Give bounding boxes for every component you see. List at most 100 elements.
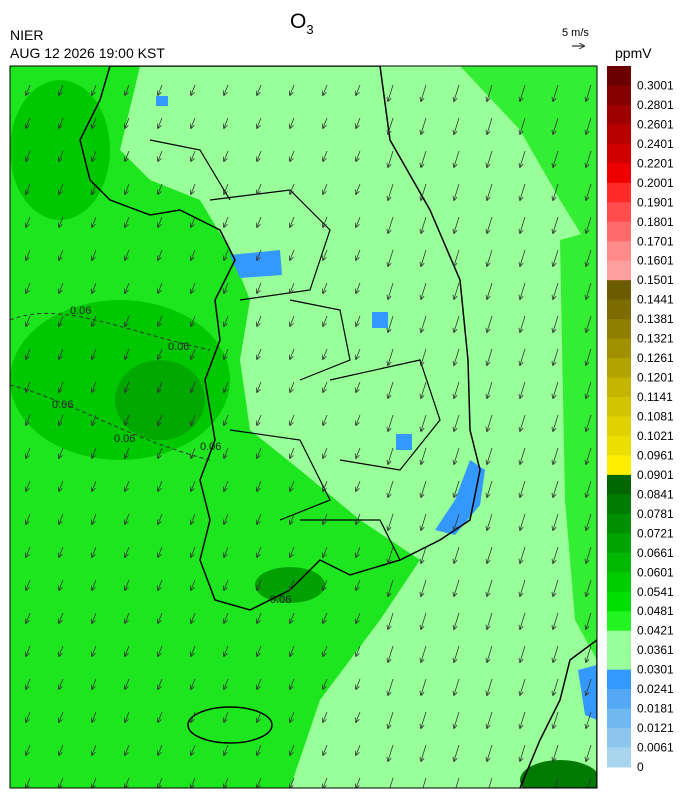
wind-arrow [224,513,229,524]
wind-arrow [323,711,328,722]
wind-arrow [323,744,328,755]
wind-arrow [388,579,394,596]
contour-label: 0.06 [168,341,189,353]
colorbar-label: 0.0121 [637,721,674,735]
wind-arrow [257,216,262,227]
wind-arrow [356,381,361,392]
wind-arrow [257,513,262,524]
wind-arrow [290,348,295,359]
wind-arrow [323,150,328,161]
wind-arrow [520,414,526,431]
wind-arrow [520,381,526,398]
wind-arrow [487,513,493,530]
wind-arrow [421,678,427,695]
colorbar-label: 0.1441 [637,293,674,307]
wind-arrow [553,546,559,563]
colorbar-label: 0.1601 [637,254,674,268]
map-frame [9,65,598,789]
colorbar-label: 0.2401 [637,137,674,151]
wind-arrow [290,678,295,689]
wind-arrow [553,447,559,464]
colorbar-cell [607,474,631,495]
wind-arrow [553,216,559,233]
wind-arrow [454,348,460,365]
wind-arrow [257,315,262,326]
wind-arrow [125,612,130,623]
wind-arrow [586,645,592,662]
datetime: AUG 12 2026 19:00 KST [10,45,165,61]
wind-arrow [59,777,64,788]
wind-arrow [487,579,493,596]
wind-arrow [191,414,196,425]
wind-arrow [158,150,163,161]
colorbar-cell [607,455,631,476]
wind-arrow [586,414,592,431]
wind-arrow [454,645,460,662]
wind-arrow [290,612,295,623]
wind-arrow [224,612,229,623]
wind-arrow [257,183,262,194]
wind-arrow [455,777,460,788]
wind-arrow [257,480,262,491]
wind-arrow [388,348,394,365]
wind-arrow [59,513,64,524]
wind-arrow [125,579,130,590]
coastline [79,66,481,611]
wind-arrow [191,513,196,524]
wind-arrow [388,513,394,530]
wind-arrow [356,447,361,458]
colorbar-cell [607,299,631,320]
wind-arrow [586,612,592,629]
wind-arrow [586,249,592,266]
wind-arrow [257,150,262,161]
wind-arrow [454,612,460,629]
wind-arrow [487,381,493,398]
wind-arrow [487,315,493,332]
colorbar-cell [607,163,631,184]
wind-arrow [586,678,592,695]
wind-arrow [92,579,97,590]
colorbar-cell [607,708,631,729]
wind-arrow [125,711,130,722]
wind-arrow [521,777,526,788]
wind-arrow [158,546,163,557]
wind-arrow [454,711,460,728]
wind-arrow [388,216,394,233]
wind-arrow [257,84,262,95]
wind-arrow [59,447,64,458]
contour-label: 0.06 [70,305,91,317]
colorbar-label: 0.2001 [637,176,674,190]
wind-arrow [59,150,64,161]
wind-arrow [586,348,592,365]
wind-arrow [158,381,163,392]
colorbar-cell [607,513,631,534]
wind-arrow [158,117,163,128]
wind-arrow [92,678,97,689]
wind-arrow [191,612,196,623]
wind-arrow [224,150,229,161]
wind-arrow [59,216,64,227]
wind-arrow [388,414,394,431]
wind-arrow [356,249,361,260]
wind-arrow [290,249,295,260]
wind-arrow [257,447,262,458]
wind-arrow [520,579,526,596]
low-ozone-spot [396,434,412,450]
wind-arrow [290,711,295,722]
colorbar-cell [607,747,631,768]
wind-arrow [421,216,427,233]
colorbar-cell [607,611,631,632]
wind-arrow [158,447,163,458]
wind-arrow [290,414,295,425]
wind-arrow [454,150,460,167]
wind-arrow [356,150,361,161]
colorbar-label: 0.1201 [637,371,674,385]
wind-arrow [158,216,163,227]
wind-arrow [454,447,460,464]
wind-arrow [553,678,559,695]
colorbar-cell [607,650,631,671]
wind-arrow [553,117,559,134]
wind-arrow [421,348,427,365]
wind-arrow [92,744,97,755]
colorbar-cell [607,202,631,223]
